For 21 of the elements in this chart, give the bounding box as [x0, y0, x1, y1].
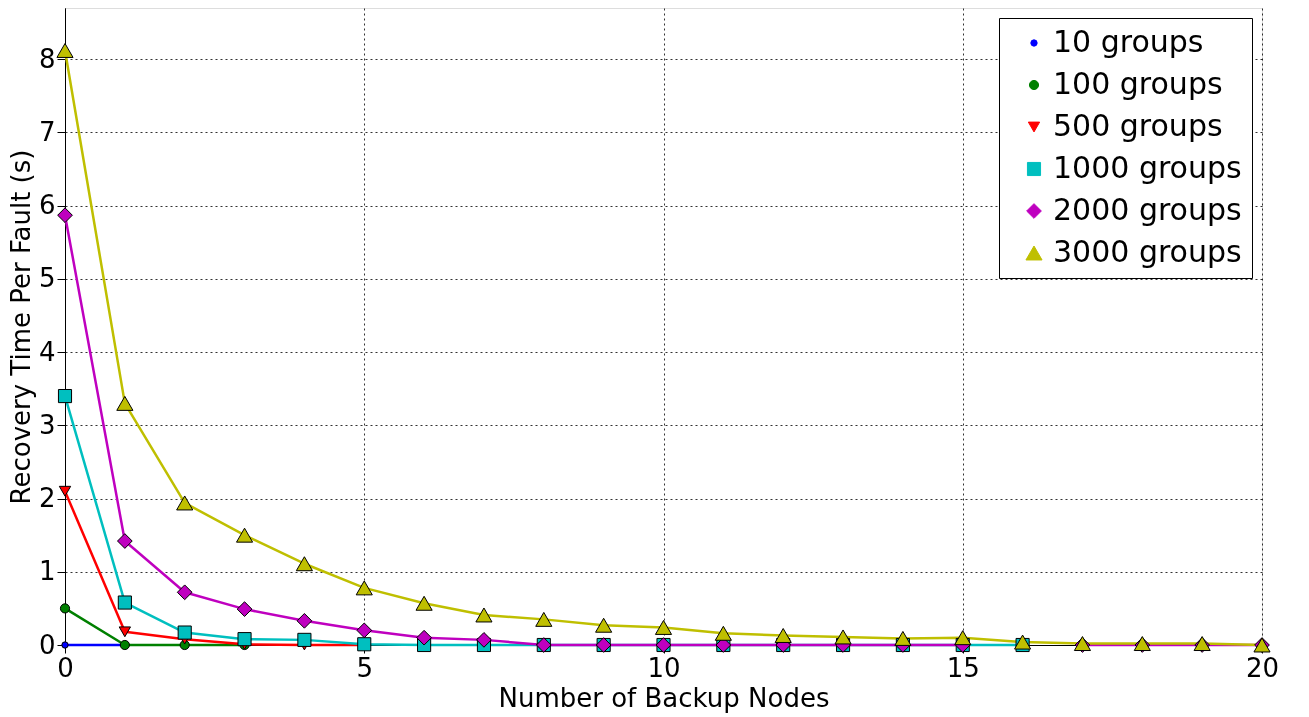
legend-label: 100 groups — [1053, 66, 1223, 101]
legend-label: 1000 groups — [1053, 150, 1242, 185]
x-tick-label: 5 — [356, 652, 374, 683]
y-tick-label: 3 — [38, 409, 56, 440]
y-tick-label: 8 — [38, 43, 56, 74]
y-tick-label: 6 — [38, 190, 56, 221]
legend-label: 10 groups — [1053, 24, 1204, 59]
legend-label: 3000 groups — [1053, 234, 1242, 269]
y-tick-label: 4 — [38, 336, 56, 367]
x-tick-label: 15 — [946, 652, 980, 683]
y-tick-label: 0 — [38, 629, 56, 660]
x-tick-label: 10 — [647, 652, 681, 683]
y-tick-label: 2 — [38, 483, 56, 514]
y-axis-title: Recovery Time Per Fault (s) — [5, 149, 36, 505]
y-tick-label: 1 — [38, 556, 56, 587]
legend-label: 2000 groups — [1053, 192, 1242, 227]
x-axis-title: Number of Backup Nodes — [498, 682, 830, 713]
legend-label: 500 groups — [1053, 108, 1223, 143]
y-tick-label: 7 — [38, 116, 56, 147]
x-tick-label: 20 — [1245, 652, 1280, 683]
y-tick-label: 5 — [38, 263, 56, 294]
